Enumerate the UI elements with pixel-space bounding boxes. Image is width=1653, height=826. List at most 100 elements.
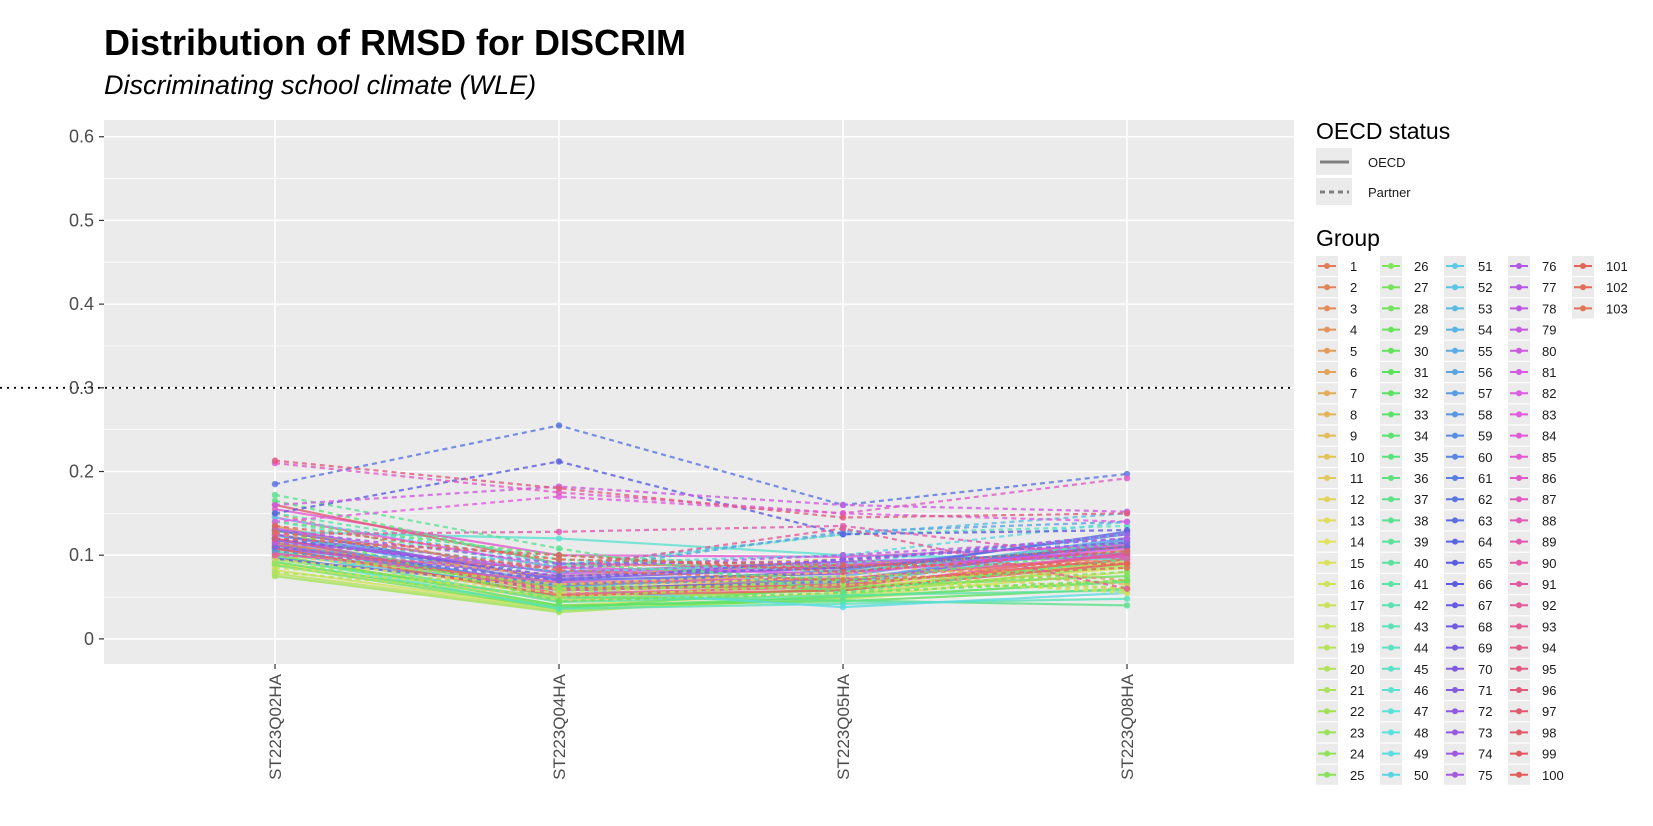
- series-line-95: [274, 459, 1128, 519]
- series-line-98: [274, 537, 1128, 574]
- legend-group-label: 44: [1414, 641, 1428, 656]
- legend-group-label: 14: [1350, 535, 1364, 550]
- legend-key-point: [1580, 263, 1586, 269]
- legend-key-point: [1324, 284, 1330, 291]
- legend-group-label: 38: [1414, 513, 1428, 528]
- legend-group-label: 2: [1350, 280, 1357, 295]
- legend-group-label: 23: [1350, 725, 1364, 740]
- legend-group-label: 100: [1542, 768, 1564, 783]
- data-point-43: [1123, 595, 1131, 602]
- legend-key-point: [1452, 390, 1458, 397]
- data-point-43: [555, 605, 563, 612]
- legend-group-label: 8: [1350, 407, 1357, 422]
- legend-key-point: [1388, 581, 1394, 587]
- legend-key-point: [1452, 263, 1458, 269]
- legend-key-point: [1580, 284, 1586, 291]
- data-point-95: [555, 485, 563, 492]
- legend-group-label: 25: [1350, 768, 1364, 783]
- y-tick-label: 0.2: [69, 462, 94, 482]
- legend-group-label: 73: [1478, 725, 1492, 740]
- legend-key-point: [1516, 496, 1522, 503]
- legend-key-point: [1452, 750, 1458, 757]
- legend-label-oecd: OECD: [1368, 155, 1406, 170]
- legend-key-point: [1516, 538, 1522, 545]
- legend-group-label: 4: [1350, 323, 1357, 338]
- legend-group-label: 50: [1414, 768, 1428, 783]
- data-point-92: [271, 552, 279, 559]
- legend-group-label: 40: [1414, 556, 1428, 571]
- series-line-35: [274, 499, 1128, 582]
- data-point-95: [1123, 510, 1131, 517]
- data-point-80: [839, 501, 847, 509]
- legend-group-label: 75: [1478, 768, 1492, 783]
- legend-group-label: 57: [1478, 386, 1492, 401]
- legend-key-point: [1324, 432, 1330, 439]
- data-point-37: [1123, 602, 1131, 609]
- legend-key-point: [1388, 475, 1394, 481]
- legend-group-label: 81: [1542, 365, 1556, 380]
- legend-group-label: 65: [1478, 556, 1492, 571]
- legend-group-label: 71: [1478, 683, 1492, 698]
- legend-group-label: 88: [1542, 513, 1556, 528]
- data-point-98: [1123, 547, 1131, 555]
- legend-group-label: 82: [1542, 386, 1556, 401]
- legend-key-point: [1516, 432, 1522, 439]
- series-line-68: [274, 537, 1128, 578]
- legend-group-label: 12: [1350, 492, 1364, 507]
- legend-key-point: [1516, 517, 1522, 524]
- data-point-86: [1123, 475, 1131, 482]
- legend-key-point: [1324, 729, 1330, 736]
- legend-group-label: 42: [1414, 598, 1428, 613]
- y-axis: 0 0.1 0.2 0.3 0.4 0.5 0.6: [69, 127, 104, 649]
- legend-key-point: [1388, 326, 1394, 333]
- data-point-80: [271, 501, 279, 509]
- legend-group-label: 80: [1542, 344, 1556, 359]
- data-point-102: [1123, 564, 1131, 571]
- legend-key-point: [1388, 305, 1394, 312]
- data-point-29: [1123, 577, 1131, 584]
- legend-key-point: [1452, 347, 1458, 354]
- legend-group-label: 102: [1606, 280, 1628, 295]
- data-point-89: [555, 528, 563, 535]
- data-point-95: [271, 457, 279, 464]
- legend-group-label: 46: [1414, 683, 1428, 698]
- legend-group-label: 20: [1350, 662, 1364, 677]
- legend-group-label: 49: [1414, 747, 1428, 762]
- legend-group-label: 17: [1350, 598, 1364, 613]
- legend-key-point: [1388, 284, 1394, 291]
- legend-key-point: [1324, 750, 1330, 757]
- legend-key-point: [1324, 263, 1330, 269]
- y-tick-label: 0: [84, 629, 94, 649]
- legend-key-point: [1452, 284, 1458, 291]
- legend-group-label: 84: [1542, 429, 1556, 444]
- legend-key-point: [1452, 326, 1458, 333]
- chart-subtitle: Discriminating school climate (WLE): [104, 70, 537, 100]
- data-point-102: [271, 528, 279, 535]
- series-line-83: [274, 495, 1128, 523]
- data-point-98: [839, 568, 847, 576]
- legend-group-label: 64: [1478, 535, 1492, 550]
- legend-key-point: [1324, 559, 1330, 566]
- legend-group-label: 85: [1542, 450, 1556, 465]
- legend-group-label: 89: [1542, 535, 1556, 550]
- legend-group-label: 52: [1478, 280, 1492, 295]
- legend-group-label: 68: [1478, 619, 1492, 634]
- legend-group-label: 76: [1542, 259, 1556, 274]
- legend-key-point: [1516, 347, 1522, 354]
- data-point-77: [839, 552, 847, 559]
- legend-group-label: 28: [1414, 301, 1428, 316]
- legend-key-point: [1388, 729, 1394, 736]
- legend-group-label: 60: [1478, 450, 1492, 465]
- legend-group-label: 86: [1542, 471, 1556, 486]
- legend-group-label: 27: [1414, 280, 1428, 295]
- legend-key-point: [1452, 602, 1458, 609]
- data-point-101: [839, 562, 847, 569]
- legend-key-point: [1516, 369, 1522, 375]
- legend-group-label: 55: [1478, 344, 1492, 359]
- legend-key-point: [1452, 538, 1458, 545]
- legend-key-point: [1516, 581, 1522, 587]
- legend-key-point: [1452, 305, 1458, 312]
- legend-group-label: 11: [1350, 471, 1364, 486]
- series-line-100: [274, 547, 1128, 597]
- data-point-102: [555, 567, 563, 574]
